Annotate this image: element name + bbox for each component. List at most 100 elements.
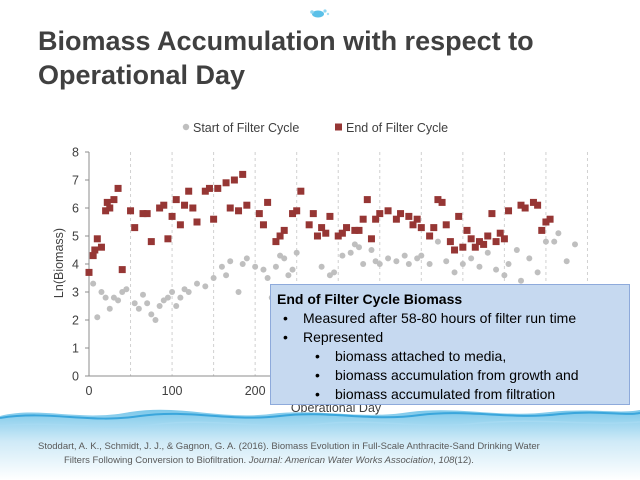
end-point xyxy=(521,204,529,212)
start-point xyxy=(360,261,367,267)
end-point xyxy=(309,210,317,218)
end-point xyxy=(505,207,513,215)
end-point xyxy=(363,196,371,204)
start-point xyxy=(135,305,142,312)
start-point xyxy=(376,261,383,267)
end-point xyxy=(426,232,434,240)
start-point xyxy=(252,263,259,270)
start-point xyxy=(501,272,508,279)
start-point xyxy=(505,261,512,267)
start-point xyxy=(339,252,346,259)
start-point xyxy=(331,269,338,276)
end-point xyxy=(546,215,554,223)
end-point xyxy=(201,187,209,195)
end-point xyxy=(500,235,508,243)
start-point xyxy=(152,317,159,323)
end-point xyxy=(534,201,542,209)
end-point xyxy=(243,201,251,209)
callout-subitem: biomass attached to media, xyxy=(277,347,623,366)
end-point xyxy=(276,232,284,240)
end-point xyxy=(147,238,155,246)
y-tick-label: 5 xyxy=(72,230,79,244)
start-point xyxy=(239,261,246,267)
callout-box: End of Filter Cycle Biomass Measured aft… xyxy=(270,284,630,405)
citation-separator: , xyxy=(433,455,436,466)
end-point xyxy=(359,215,367,223)
start-point xyxy=(459,261,466,267)
end-point xyxy=(455,212,463,220)
end-point xyxy=(185,187,193,195)
end-point xyxy=(226,204,234,212)
y-tick-label: 2 xyxy=(72,314,79,328)
end-point xyxy=(471,243,479,251)
callout-item: Represented xyxy=(277,328,623,347)
end-point xyxy=(451,246,459,254)
end-point xyxy=(442,221,450,229)
y-tick-label: 8 xyxy=(72,146,79,160)
end-point xyxy=(222,179,230,187)
start-point xyxy=(289,266,296,273)
y-tick-label: 0 xyxy=(72,370,79,384)
end-point xyxy=(139,210,147,218)
biomass-scatter-chart: Start of Filter Cycle End of Filter Cycl… xyxy=(52,121,629,415)
start-point xyxy=(451,269,458,276)
end-point xyxy=(131,224,139,232)
start-point xyxy=(164,294,171,301)
end-point xyxy=(91,246,99,254)
end-point xyxy=(305,221,313,229)
start-point xyxy=(476,263,483,270)
end-point xyxy=(488,210,496,218)
end-point xyxy=(529,198,537,206)
start-point xyxy=(551,238,558,245)
callout-subitem: biomass accumulated from filtration xyxy=(277,385,623,404)
end-point xyxy=(351,226,359,234)
end-point xyxy=(210,215,218,223)
start-point xyxy=(368,247,375,253)
start-point xyxy=(484,249,491,256)
end-point xyxy=(110,196,118,204)
start-point xyxy=(293,249,300,256)
callout-title: End of Filter Cycle Biomass xyxy=(277,291,463,307)
end-point xyxy=(318,224,326,232)
end-point xyxy=(446,238,454,246)
end-point xyxy=(264,198,272,206)
start-point xyxy=(555,230,562,237)
end-point xyxy=(205,184,213,192)
start-point xyxy=(542,238,549,245)
start-point xyxy=(102,294,109,301)
start-point xyxy=(468,255,475,262)
end-point xyxy=(114,184,122,192)
end-point xyxy=(376,210,384,218)
end-point xyxy=(413,215,421,223)
start-point xyxy=(243,255,250,262)
slide-title: Biomass Accumulation with respect to Ope… xyxy=(38,24,618,92)
start-point xyxy=(434,238,441,245)
start-point xyxy=(90,280,97,287)
start-point xyxy=(148,311,155,318)
citation: Stoddart, A. K., Schmidt, J. J., & Gagno… xyxy=(38,440,618,468)
end-point xyxy=(214,184,222,192)
start-point xyxy=(518,277,524,284)
end-point xyxy=(384,207,392,215)
start-point xyxy=(131,300,138,307)
start-point xyxy=(218,263,225,270)
y-tick-label: 6 xyxy=(72,202,79,216)
end-point xyxy=(97,243,105,251)
start-point xyxy=(106,305,113,312)
end-point xyxy=(313,232,321,240)
start-point xyxy=(393,258,400,265)
citation-journal: Journal: American Water Works Associatio… xyxy=(248,455,434,466)
end-point xyxy=(542,218,550,226)
title-line-2: Operational Day xyxy=(38,60,246,90)
end-point xyxy=(397,210,405,218)
end-point xyxy=(326,212,334,220)
start-point xyxy=(272,263,279,270)
legend-marker-end xyxy=(335,123,342,131)
end-point xyxy=(164,235,172,243)
citation-title: Filters Following Conversion to Biofiltr… xyxy=(64,455,247,466)
end-point xyxy=(430,224,438,232)
start-point xyxy=(526,255,533,262)
y-tick-label: 3 xyxy=(72,286,79,300)
end-point xyxy=(417,224,425,232)
end-point xyxy=(230,176,238,184)
